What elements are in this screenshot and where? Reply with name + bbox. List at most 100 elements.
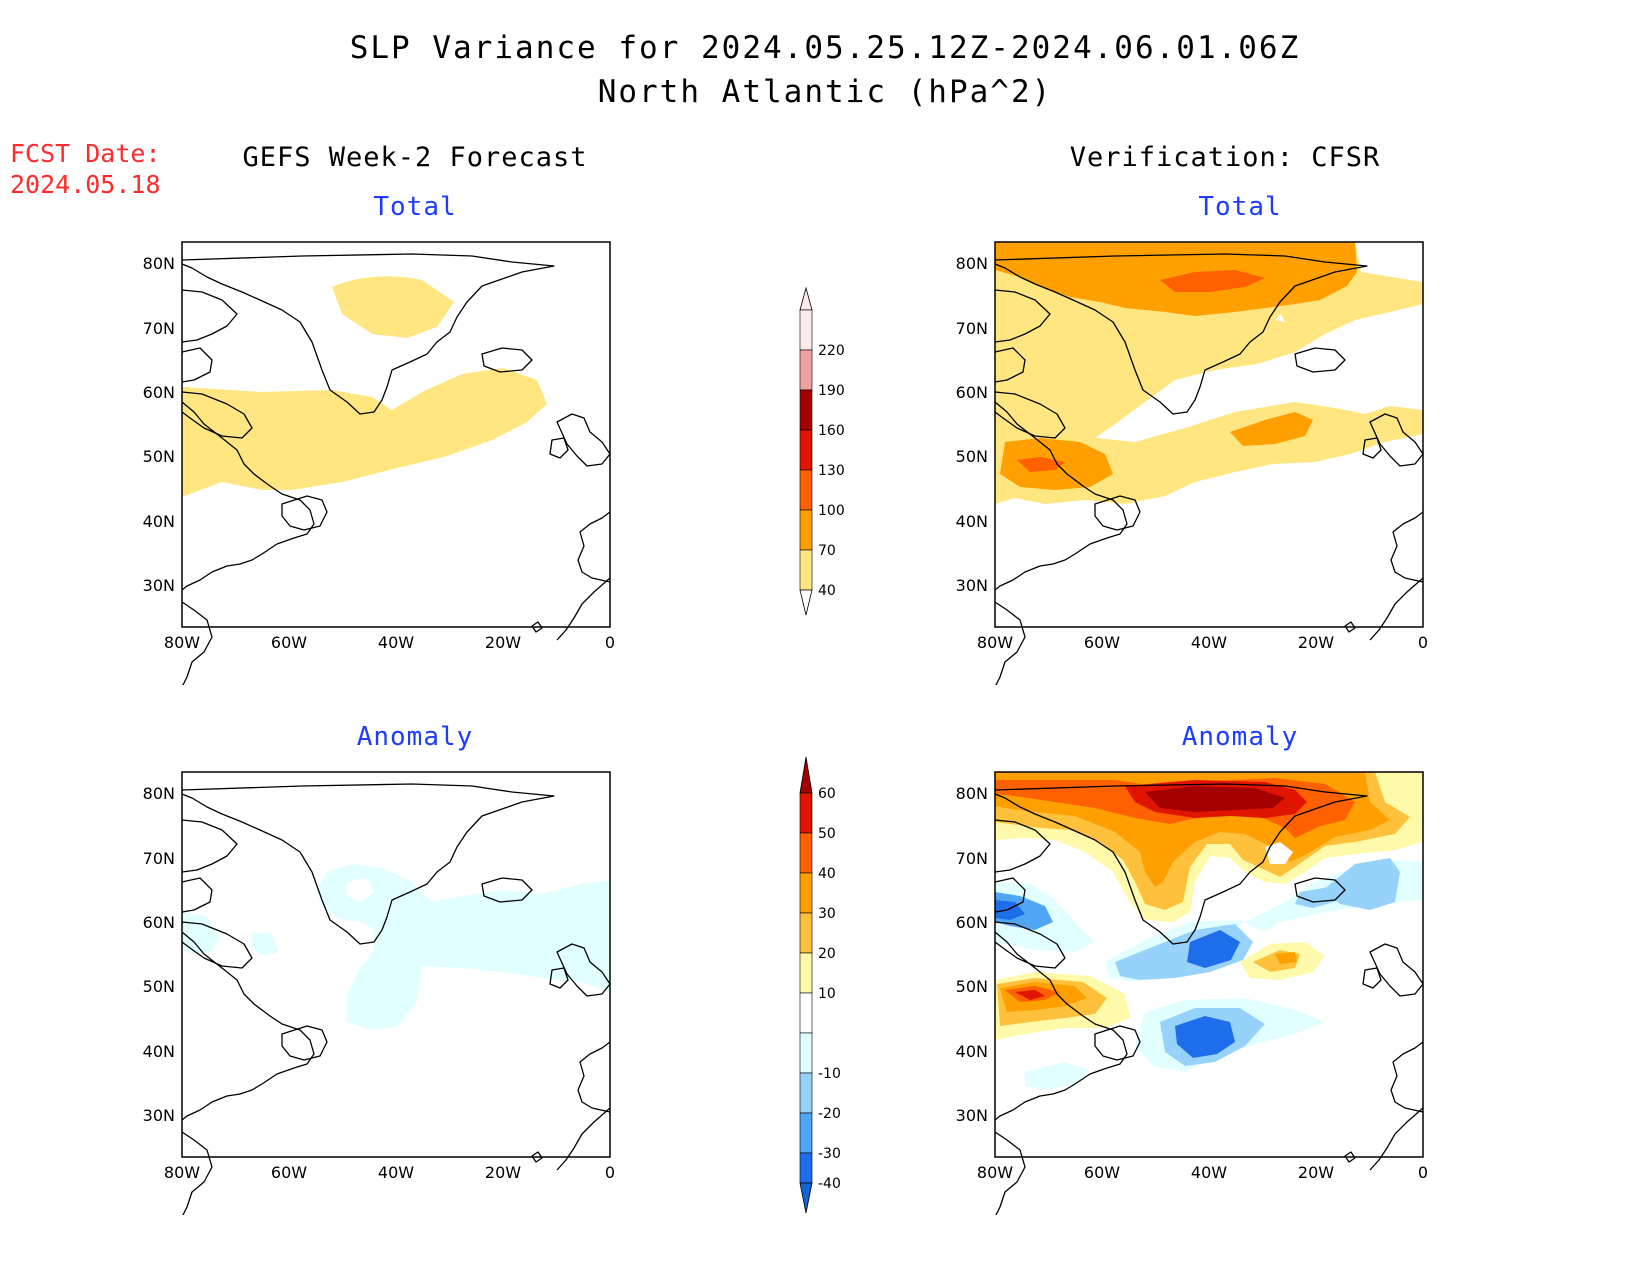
lat-tick: 70N [143,319,175,338]
anomaly-contour-neg10 [1025,1062,1090,1090]
lat-tick: 70N [956,849,988,868]
colorbar-swatch [799,912,813,954]
lon-tick: 80W [977,633,1013,652]
colorbar-swatch [799,792,813,834]
lon-tick: 60W [271,633,307,652]
lon-tick: 0 [605,633,615,652]
colorbar-arrow-bottom [799,589,813,616]
lat-tick: 70N [956,319,988,338]
main-title: SLP Variance for 2024.05.25.12Z-2024.06.… [349,30,1301,66]
lat-tick: 50N [956,977,988,996]
panel-title-verification-anomaly: Anomaly [1181,722,1299,752]
lat-tick: 40N [956,512,988,531]
variance-contour-100 [1017,457,1065,472]
colorbar-label: 40 [818,866,836,882]
map-verification-anomaly: 80N 70N 60N 50N 40N 30N 80W 60W 40W 20W … [956,771,1428,1215]
anomaly-contour-50 [1015,990,1045,1000]
colorbar-swatch [799,1152,813,1184]
panel-title-forecast-anomaly: Anomaly [356,722,474,752]
colorbar-label: 160 [818,423,845,439]
lat-tick: 60N [956,913,988,932]
panel-title-forecast-total: Total [373,192,457,222]
lon-tick: 40W [378,1163,414,1182]
lon-tick: 20W [1298,1163,1334,1182]
lon-tick: 20W [485,1163,521,1182]
lat-tick: 40N [143,1042,175,1061]
colorbar-swatch [799,509,813,551]
lat-tick: 70N [143,849,175,868]
anomaly-contour-neg30 [1187,930,1240,968]
colorbar-swatch [799,429,813,471]
colorbar-label: 20 [818,946,836,962]
lat-tick: 50N [143,977,175,996]
anomaly-contour-neg20 [1323,858,1400,910]
anomaly-contour-60 [1145,786,1285,812]
map-forecast-anomaly: 80N 70N 60N 50N 40N 30N 80W 60W 40W 20W … [143,771,615,1215]
lat-tick: 30N [956,576,988,595]
lat-tick: 80N [956,784,988,803]
main-subtitle: North Atlantic (hPa^2) [597,74,1053,110]
anomaly-contour-neg30 [1175,1016,1235,1058]
lat-tick: 80N [143,784,175,803]
colorbar-swatch [799,349,813,391]
lat-tick: 40N [956,1042,988,1061]
colorbar-swatch [799,992,813,1034]
colorbar-swatch [799,1032,813,1074]
variance-contour-40 [332,276,454,338]
colorbar-label: -40 [818,1176,841,1192]
colorbar-label: 100 [818,503,845,519]
lat-tick: 40N [143,512,175,531]
colorbar-arrow-bottom [799,1182,813,1214]
colorbar-swatch [799,872,813,914]
map-forecast-total: 80N 70N 60N 50N 40N 30N 80W 60W 40W 20W … [143,241,615,685]
colorbar-total: 40 70 100 130 160 190 220 [799,286,845,616]
lon-tick: 20W [485,633,521,652]
variance-contour-40 [182,368,547,497]
colorbar-swatch [799,469,813,511]
colorbar-swatch [799,952,813,994]
lon-tick: 20W [1298,633,1334,652]
colorbar-label: 190 [818,383,845,399]
lat-tick: 50N [956,447,988,466]
lat-tick: 60N [143,383,175,402]
lon-tick: 60W [1084,1163,1120,1182]
map-verification-total: 80N 70N 60N 50N 40N 30N 80W 60W 40W 20W … [956,241,1428,685]
lat-tick: 80N [143,254,175,273]
variance-contour-70 [1230,412,1313,446]
colorbar-label: 60 [818,786,836,802]
column-title-verification: Verification: CFSR [1069,142,1381,173]
lat-tick: 60N [956,383,988,402]
colorbar-label: 40 [818,583,836,599]
colorbar-label: -10 [818,1066,841,1082]
colorbar-label: -30 [818,1146,841,1162]
colorbar-label: -20 [818,1106,841,1122]
colorbar-label: 50 [818,826,836,842]
colorbar-label: 130 [818,463,845,479]
colorbar-anomaly: -40 -30 -20 -10 10 20 30 40 50 60 [799,756,841,1214]
lat-tick: 80N [956,254,988,273]
lat-tick: 60N [143,913,175,932]
variance-contour-100 [1160,270,1265,292]
colorbar-swatch [799,309,813,351]
lon-tick: 60W [1084,633,1120,652]
forecast-date-label: FCST Date: [10,139,161,168]
anomaly-contour-30 [1275,952,1297,964]
lat-tick: 50N [143,447,175,466]
lon-tick: 0 [1418,1163,1428,1182]
lon-tick: 60W [271,1163,307,1182]
column-title-forecast: GEFS Week-2 Forecast [242,142,588,173]
lon-tick: 80W [164,633,200,652]
lat-tick: 30N [143,1106,175,1125]
colorbar-swatch [799,832,813,874]
colorbar-swatch [799,1112,813,1154]
colorbar-arrow-top [799,286,813,311]
lon-tick: 0 [605,1163,615,1182]
panel-title-verification-total: Total [1198,192,1282,222]
lon-tick: 0 [1418,633,1428,652]
colorbar-swatch [799,1072,813,1114]
colorbar-label: 10 [818,986,836,1002]
colorbar-swatch [799,549,813,591]
colorbar-label: 70 [818,543,836,559]
variance-contour-40 [995,242,1423,504]
lon-tick: 40W [378,633,414,652]
